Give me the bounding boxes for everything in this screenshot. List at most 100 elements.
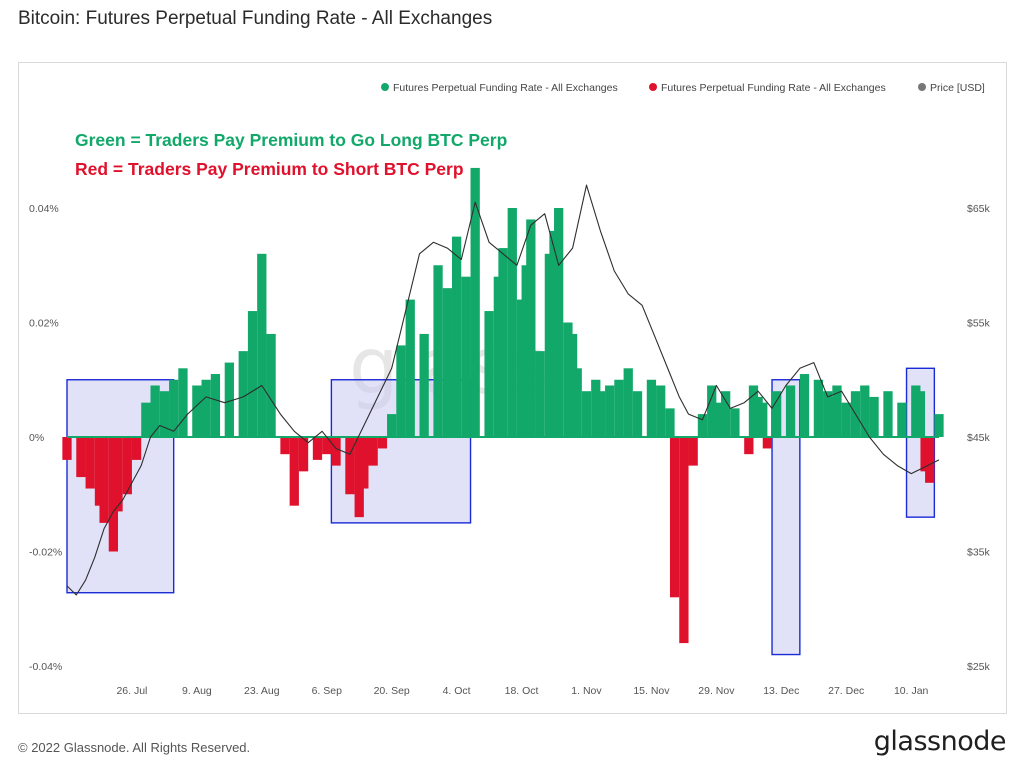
funding-bar-positive	[711, 402, 721, 437]
x-tick-label: 26. Jul	[116, 685, 147, 697]
funding-bar-negative	[113, 437, 123, 512]
funding-bar-positive	[159, 391, 170, 437]
legend-label[interactable]: Price [USD]	[930, 82, 985, 94]
funding-bar-positive	[470, 167, 480, 438]
x-tick-label: 10. Jan	[894, 685, 929, 697]
funding-bar-positive	[656, 385, 666, 437]
legend-marker[interactable]	[649, 83, 657, 91]
glassnode-logo[interactable]: glassnode	[873, 726, 1007, 757]
funding-bar-negative	[679, 437, 689, 644]
funding-bar-positive	[897, 402, 907, 437]
funding-bar-positive	[934, 414, 944, 437]
y-left-tick-label: -0.04%	[29, 661, 62, 673]
funding-bar-positive	[535, 351, 545, 437]
funding-bar-negative	[280, 437, 290, 455]
annotation-short: Red = Traders Pay Premium to Short BTC P…	[75, 159, 464, 179]
legend-label[interactable]: Futures Perpetual Funding Rate - All Exc…	[661, 82, 886, 94]
funding-bar-negative	[377, 437, 388, 449]
funding-bar-positive	[758, 402, 768, 437]
y-right-tick-label: $25k	[967, 661, 991, 673]
funding-bar-negative	[122, 437, 132, 495]
funding-bar-positive	[623, 368, 633, 437]
funding-bar-positive	[484, 311, 494, 437]
funding-bar-positive	[169, 379, 179, 437]
funding-bar-negative	[925, 437, 935, 483]
legend-marker[interactable]	[918, 83, 926, 91]
funding-bar-positive	[813, 379, 824, 437]
chart-panel: glass 0.04%0.02%0%-0.02%-0.04%$65k$55k$4…	[18, 62, 1007, 714]
price-line	[66, 184, 940, 596]
annotation-long: Green = Traders Pay Premium to Go Long B…	[75, 130, 507, 150]
funding-bar-positive	[915, 391, 926, 437]
funding-bar-positive	[614, 379, 624, 437]
y-left-tick-label: 0%	[29, 432, 44, 444]
funding-bar-positive	[526, 219, 536, 437]
funding-bar-negative	[762, 437, 773, 449]
x-tick-label: 9. Aug	[182, 685, 212, 697]
funding-bar-positive	[201, 379, 211, 437]
funding-bar-positive	[697, 414, 708, 437]
funding-bar-positive	[595, 391, 606, 437]
funding-bar-negative	[76, 437, 86, 478]
funding-bar-positive	[433, 265, 443, 437]
funding-bar-positive	[646, 379, 657, 437]
funding-bar-positive	[150, 385, 160, 437]
funding-bar-negative	[744, 437, 754, 455]
funding-bar-negative	[345, 437, 355, 495]
chart-title: Bitcoin: Futures Perpetual Funding Rate …	[18, 8, 493, 29]
funding-rate-chart: glass 0.04%0.02%0%-0.02%-0.04%$65k$55k$4…	[29, 82, 991, 697]
funding-bar-positive	[772, 391, 782, 437]
funding-bar-negative	[131, 437, 142, 460]
funding-bar-positive	[605, 385, 615, 437]
funding-bar-positive	[841, 402, 851, 437]
funding-bar-negative	[669, 437, 680, 598]
funding-bar-negative	[85, 437, 95, 489]
funding-bar-positive	[860, 385, 870, 437]
y-right-tick-label: $65k	[967, 203, 991, 215]
funding-bar-positive	[869, 396, 879, 437]
funding-bar-negative	[62, 437, 72, 460]
legend-marker[interactable]	[381, 83, 389, 91]
funding-bar-positive	[224, 362, 234, 437]
funding-bar-positive	[554, 208, 564, 437]
funding-bar-negative	[322, 437, 332, 455]
funding-bar-positive	[572, 368, 582, 437]
y-right-tick-label: $35k	[967, 547, 991, 559]
funding-bar-positive	[799, 374, 810, 437]
funding-bar-positive	[210, 374, 221, 437]
funding-bar-negative	[312, 437, 323, 460]
funding-bar-positive	[238, 351, 248, 437]
funding-bar-negative	[688, 437, 698, 466]
funding-bar-positive	[141, 402, 151, 437]
funding-bar-negative	[289, 437, 299, 506]
funding-bar-negative	[99, 437, 109, 523]
y-left-tick-label: 0.02%	[29, 318, 59, 330]
funding-bar-positive	[387, 414, 397, 437]
funding-bar-negative	[368, 437, 378, 466]
funding-bar-positive	[247, 311, 258, 437]
x-tick-label: 20. Sep	[374, 685, 410, 697]
funding-bar-positive	[665, 408, 675, 437]
x-tick-label: 27. Dec	[828, 685, 864, 697]
y-right-tick-label: $55k	[967, 318, 991, 330]
x-tick-label: 18. Oct	[505, 685, 539, 697]
funding-bar-positive	[419, 333, 429, 437]
funding-bar-positive	[266, 333, 276, 437]
funding-bar-positive	[883, 391, 893, 437]
funding-bar-negative	[298, 437, 309, 472]
funding-bar-positive	[832, 385, 842, 437]
x-tick-label: 15. Nov	[633, 685, 670, 697]
legend-label[interactable]: Futures Perpetual Funding Rate - All Exc…	[393, 82, 618, 94]
y-left-tick-label: -0.02%	[29, 547, 62, 559]
x-tick-label: 6. Sep	[312, 685, 343, 697]
funding-bar-positive	[730, 408, 740, 437]
funding-bar-positive	[405, 299, 415, 437]
funding-bar-positive	[178, 368, 188, 437]
x-tick-label: 29. Nov	[698, 685, 735, 697]
funding-bar-positive	[721, 391, 731, 437]
funding-bar-positive	[451, 236, 462, 437]
x-tick-label: 1. Nov	[571, 685, 602, 697]
funding-bar-positive	[192, 385, 202, 437]
funding-bar-negative	[331, 437, 341, 466]
y-left-tick-label: 0.04%	[29, 203, 59, 215]
